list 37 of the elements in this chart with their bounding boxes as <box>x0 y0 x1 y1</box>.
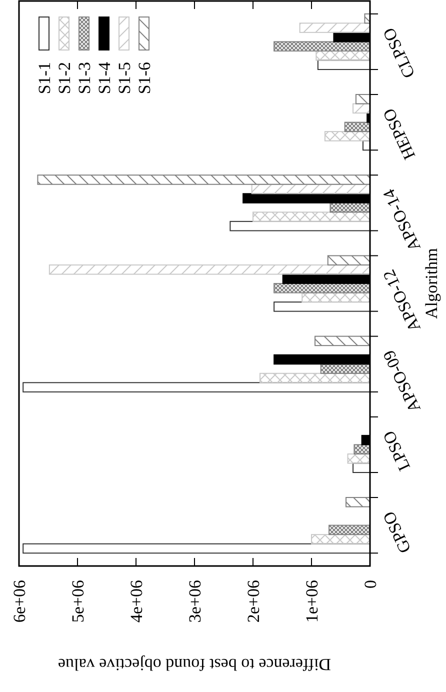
legend-label: S1-3 <box>74 62 94 94</box>
bar <box>317 60 370 70</box>
bar <box>324 131 370 142</box>
bar <box>37 174 370 185</box>
bar <box>274 41 370 52</box>
bar <box>311 534 370 544</box>
bar <box>274 302 370 312</box>
bar <box>22 382 370 392</box>
x-tick-label: 3e+06 <box>185 580 204 623</box>
y-tick-label: GPSO <box>379 508 415 556</box>
bar <box>355 94 370 104</box>
bar <box>48 264 370 275</box>
bar <box>346 496 370 508</box>
bar <box>344 122 370 132</box>
bar <box>260 372 370 384</box>
legend-label: S1-4 <box>94 62 114 94</box>
x-tick-label: 6e+06 <box>10 580 29 623</box>
bar <box>320 364 370 374</box>
x-tick-label: 0 <box>360 580 380 588</box>
bar <box>327 255 370 266</box>
legend-label: S1-5 <box>114 62 134 94</box>
bar <box>22 543 370 554</box>
legend-label: S1-1 <box>34 62 54 94</box>
bar <box>274 283 370 294</box>
x-tick-label: 5e+06 <box>68 580 88 623</box>
y-axis-title: Algorithm <box>422 248 441 319</box>
x-tick-label: 1e+06 <box>302 580 322 623</box>
x-axis-title: Difference to best found objective value <box>58 655 331 674</box>
y-tick-label: LPSO <box>379 428 414 474</box>
bar <box>328 524 370 536</box>
legend-label: S1-6 <box>134 62 154 94</box>
bar <box>299 22 370 33</box>
x-tick-label: 2e+06 <box>244 580 263 623</box>
bar <box>354 444 370 454</box>
x-tick-label: 4e+06 <box>126 580 146 623</box>
bar <box>314 336 370 346</box>
legend-label: S1-2 <box>54 62 74 94</box>
